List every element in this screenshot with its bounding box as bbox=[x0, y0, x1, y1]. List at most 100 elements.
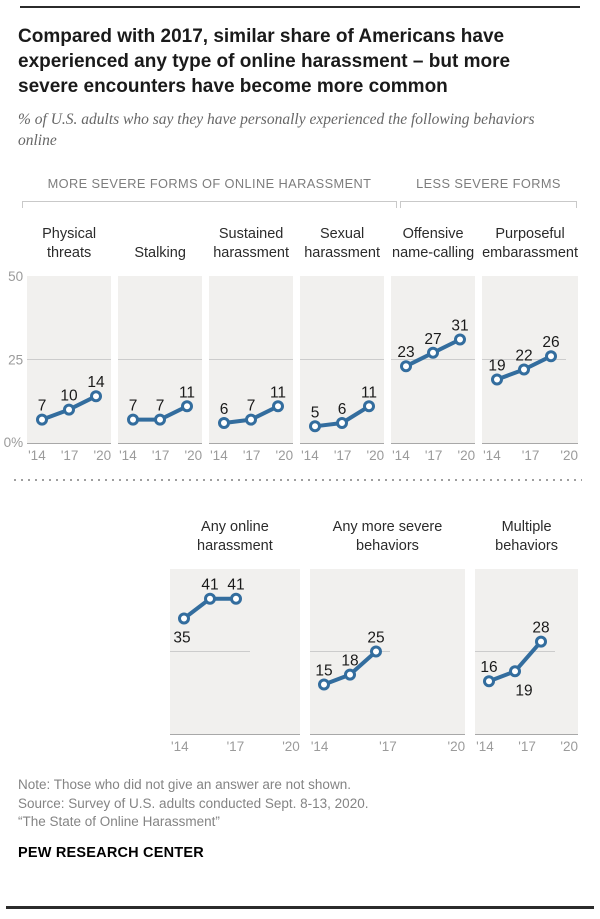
x-tick: '14 bbox=[301, 448, 319, 464]
bracket-more-severe bbox=[22, 201, 397, 209]
y-tick-25: 25 bbox=[8, 352, 24, 368]
line-chart-svg: 23 27 31 bbox=[391, 318, 476, 373]
x-tick: '17 bbox=[424, 448, 443, 464]
line-chart-svg: 19 22 26 bbox=[482, 334, 567, 386]
data-label: 7 bbox=[156, 398, 165, 415]
y-tick-0: 0% bbox=[3, 435, 24, 451]
data-label: 27 bbox=[424, 331, 441, 348]
data-label: 41 bbox=[227, 577, 244, 594]
line-chart-svg: 7 7 11 bbox=[118, 359, 203, 426]
data-point bbox=[336, 417, 349, 430]
source-line: Source: Survey of U.S. adults conducted … bbox=[18, 795, 369, 811]
data-point bbox=[491, 373, 504, 386]
x-axis-labels: '14 '17 '20 bbox=[475, 735, 578, 754]
data-point bbox=[509, 665, 522, 678]
data-label: 14 bbox=[87, 374, 105, 391]
x-tick: '14 bbox=[483, 448, 501, 464]
data-point bbox=[90, 390, 103, 403]
x-tick: '17 bbox=[242, 448, 261, 464]
x-axis-labels: '14 '17 '20 bbox=[27, 444, 111, 463]
data-point bbox=[400, 360, 413, 373]
line-chart-svg: 5 6 11 bbox=[300, 359, 385, 433]
mini-chart-offensive-name-calling: Offensive name-calling 23 27 31 '14 '17 '2… bbox=[391, 210, 476, 464]
data-label: 22 bbox=[515, 348, 532, 365]
line-chart-svg: 16 19 28 bbox=[475, 620, 556, 699]
data-point bbox=[245, 413, 258, 426]
data-label: 11 bbox=[179, 384, 195, 401]
mini-chart-title: Sustained harassment bbox=[213, 226, 289, 262]
chart-panel: 5 6 11 bbox=[300, 276, 385, 445]
x-tick: '17 bbox=[333, 448, 352, 464]
x-tick: '20 bbox=[447, 739, 466, 755]
data-point bbox=[454, 333, 467, 346]
data-label: 6 bbox=[338, 401, 347, 418]
x-tick: '20 bbox=[457, 448, 476, 464]
data-point bbox=[317, 678, 330, 691]
data-point bbox=[218, 417, 231, 430]
chart-panel: 7 10 14 bbox=[27, 276, 112, 445]
y-tick-50: 50 bbox=[8, 269, 24, 285]
data-point bbox=[181, 400, 194, 413]
y-axis: 50 25 0% bbox=[4, 210, 25, 463]
data-point bbox=[535, 635, 548, 648]
y-axis-ticks: 50 25 0% bbox=[4, 269, 24, 450]
data-label: 10 bbox=[60, 388, 78, 405]
mini-chart-title: Physical threats bbox=[42, 226, 97, 262]
data-label: 15 bbox=[315, 663, 332, 680]
mini-chart-title: Any online harassment bbox=[197, 519, 273, 555]
mini-chart-title: Sexual harassment bbox=[304, 226, 380, 262]
data-point bbox=[518, 363, 531, 376]
data-label: 6 bbox=[220, 401, 229, 418]
x-tick: '14 bbox=[119, 448, 137, 464]
data-label: 11 bbox=[361, 384, 377, 401]
data-point bbox=[363, 400, 376, 413]
mini-chart-title: Purposeful embarassment bbox=[482, 226, 579, 262]
x-axis-labels: '14 '17 '20 bbox=[310, 735, 465, 754]
x-tick: '17 bbox=[379, 739, 397, 755]
data-label: 31 bbox=[451, 318, 468, 335]
x-tick: '14 bbox=[210, 448, 228, 464]
x-axis-labels: '14 '17 '20 bbox=[482, 444, 578, 463]
group-header: MORE SEVERE FORMS OF ONLINE HARASSMENT L… bbox=[18, 176, 578, 209]
top-columns: Physical threats 7 10 14 '14 '17 '20 Stalk… bbox=[27, 210, 578, 463]
data-point bbox=[309, 420, 322, 433]
x-tick: '20 bbox=[93, 448, 112, 464]
data-label: 19 bbox=[516, 682, 533, 699]
data-point bbox=[427, 346, 440, 359]
brand-name: PEW RESEARCH CENTER bbox=[18, 844, 204, 861]
data-point bbox=[36, 413, 49, 426]
chart-grid: MORE SEVERE FORMS OF ONLINE HARASSMENT L… bbox=[4, 176, 582, 754]
data-point bbox=[204, 592, 216, 605]
data-label: 28 bbox=[533, 620, 550, 637]
data-label: 7 bbox=[247, 398, 256, 415]
chart-panel: 7 7 11 bbox=[118, 276, 203, 445]
x-tick: '14 bbox=[171, 739, 189, 755]
data-label: 35 bbox=[173, 630, 190, 647]
data-label: 5 bbox=[311, 404, 320, 421]
x-axis-labels: '14 '17 '20 bbox=[209, 444, 293, 463]
mini-chart-multiple-behaviors: Multiple behaviors 16 19 28 '14 '17 '20 bbox=[475, 499, 578, 754]
mini-chart-physical-threats: Physical threats 7 10 14 '14 '17 '20 bbox=[27, 210, 112, 463]
mini-chart-purposeful-embarassment: Purposeful embarassment 19 22 26 '14 '17 '… bbox=[482, 210, 578, 463]
mini-chart-title: Multiple behaviors bbox=[495, 519, 558, 555]
x-tick: '14 bbox=[28, 448, 46, 464]
mini-chart-title: Offensive name-calling bbox=[392, 226, 475, 262]
bottom-charts-row: Any online harassment 35 41 41 '14 '17 '20… bbox=[18, 499, 578, 754]
chart-panel: 6 7 11 bbox=[209, 276, 294, 445]
line-chart-svg: 15 18 25 bbox=[309, 630, 390, 691]
group-label-more-severe: MORE SEVERE FORMS OF ONLINE HARASSMENT bbox=[47, 176, 372, 192]
line-chart-svg: 6 7 11 bbox=[209, 359, 294, 430]
x-tick: '20 bbox=[282, 739, 300, 755]
x-tick: '17 bbox=[151, 448, 170, 464]
x-axis-labels: '14 '17 '20 bbox=[300, 444, 384, 463]
x-axis-labels: '14 '17 '20 bbox=[170, 735, 300, 754]
data-label: 23 bbox=[397, 344, 414, 361]
mini-chart-stalking: Stalking 7 7 11 '14 '17 '20 bbox=[118, 210, 203, 464]
x-tick: '17 bbox=[226, 739, 245, 755]
line-chart-svg: 7 10 14 bbox=[27, 359, 112, 426]
data-point bbox=[154, 413, 167, 426]
page-subtitle: % of U.S. adults who say they have perso… bbox=[18, 111, 535, 150]
report-title: “The State of Online Harassment” bbox=[18, 814, 220, 830]
data-label: 18 bbox=[341, 653, 358, 670]
